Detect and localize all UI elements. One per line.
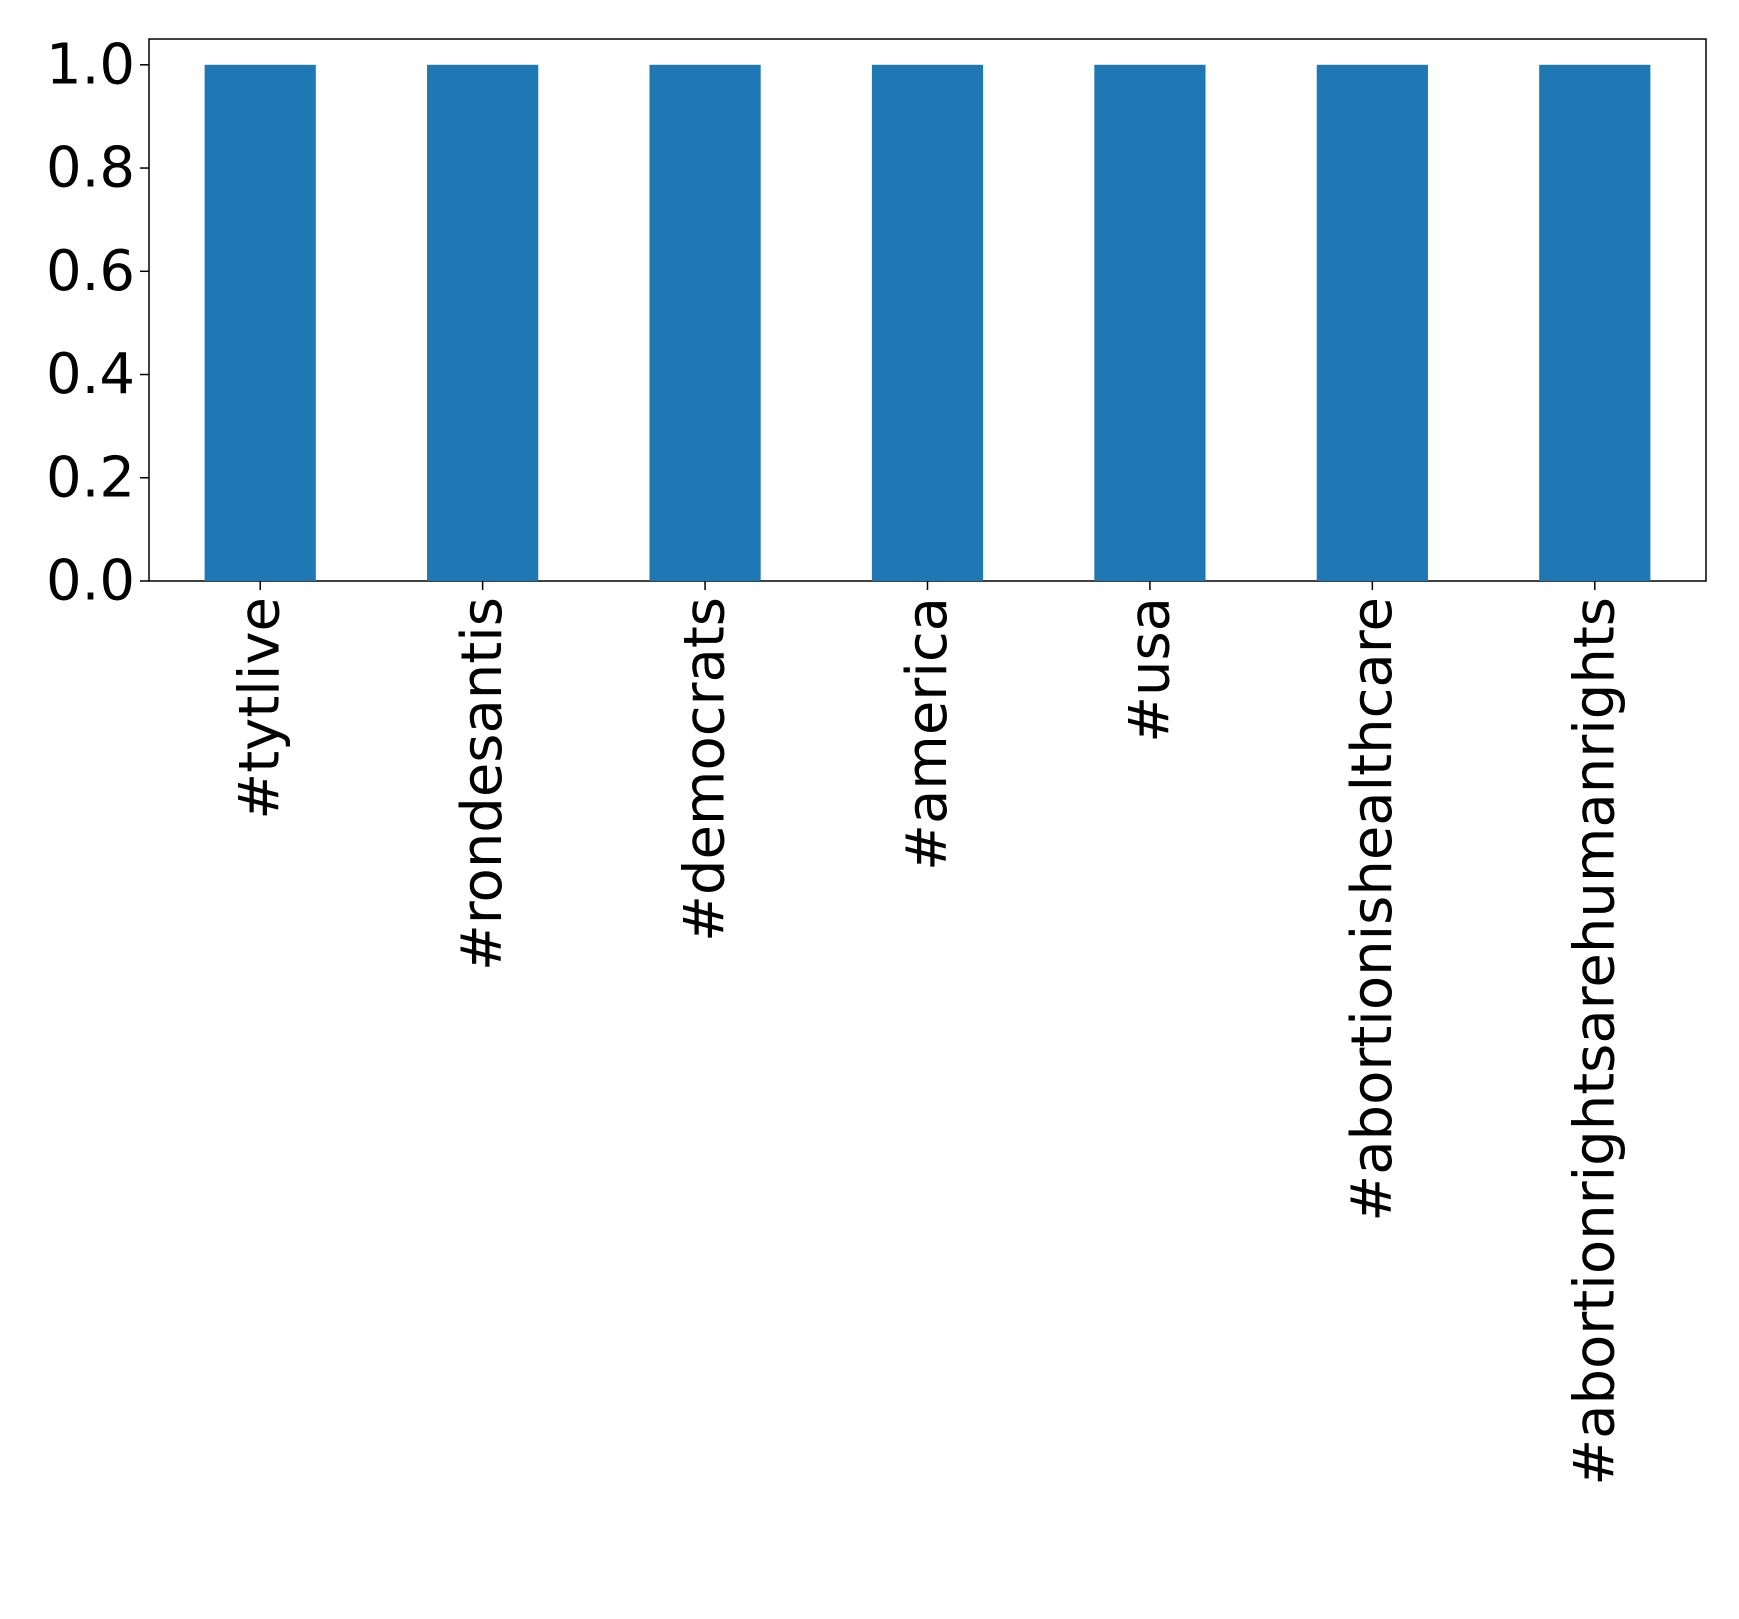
bar <box>1094 64 1206 582</box>
y-tick-label: 1.0 <box>46 32 135 97</box>
x-tick-label: #tytlive <box>228 597 293 820</box>
bars-group <box>204 64 1651 582</box>
bar <box>1539 64 1651 582</box>
x-tick-label: #usa <box>1117 597 1182 743</box>
y-tick-label: 0.8 <box>46 136 135 201</box>
x-tick-label: #democrats <box>673 597 738 942</box>
x-tick-label: #rondesantis <box>450 597 515 971</box>
y-tick-label: 0.4 <box>46 342 135 407</box>
y-tick-label: 0.2 <box>46 445 135 510</box>
bar <box>649 64 761 582</box>
x-tick-label: #america <box>895 597 960 871</box>
bar <box>204 64 316 582</box>
x-axis: #tytlive #rondesantis #democrats #america #u… <box>228 581 1627 1486</box>
bar <box>427 64 539 582</box>
y-tick-label: 0.6 <box>46 239 135 304</box>
x-tick-label: #abortionishealthcare <box>1340 597 1405 1222</box>
y-tick-label: 0.0 <box>46 549 135 614</box>
bar <box>1316 64 1428 582</box>
x-tick-label: #abortionrightsarehumanrights <box>1562 597 1627 1486</box>
y-axis: 0.0 0.2 0.4 0.6 0.8 1.0 <box>46 32 149 614</box>
bar <box>871 64 984 582</box>
